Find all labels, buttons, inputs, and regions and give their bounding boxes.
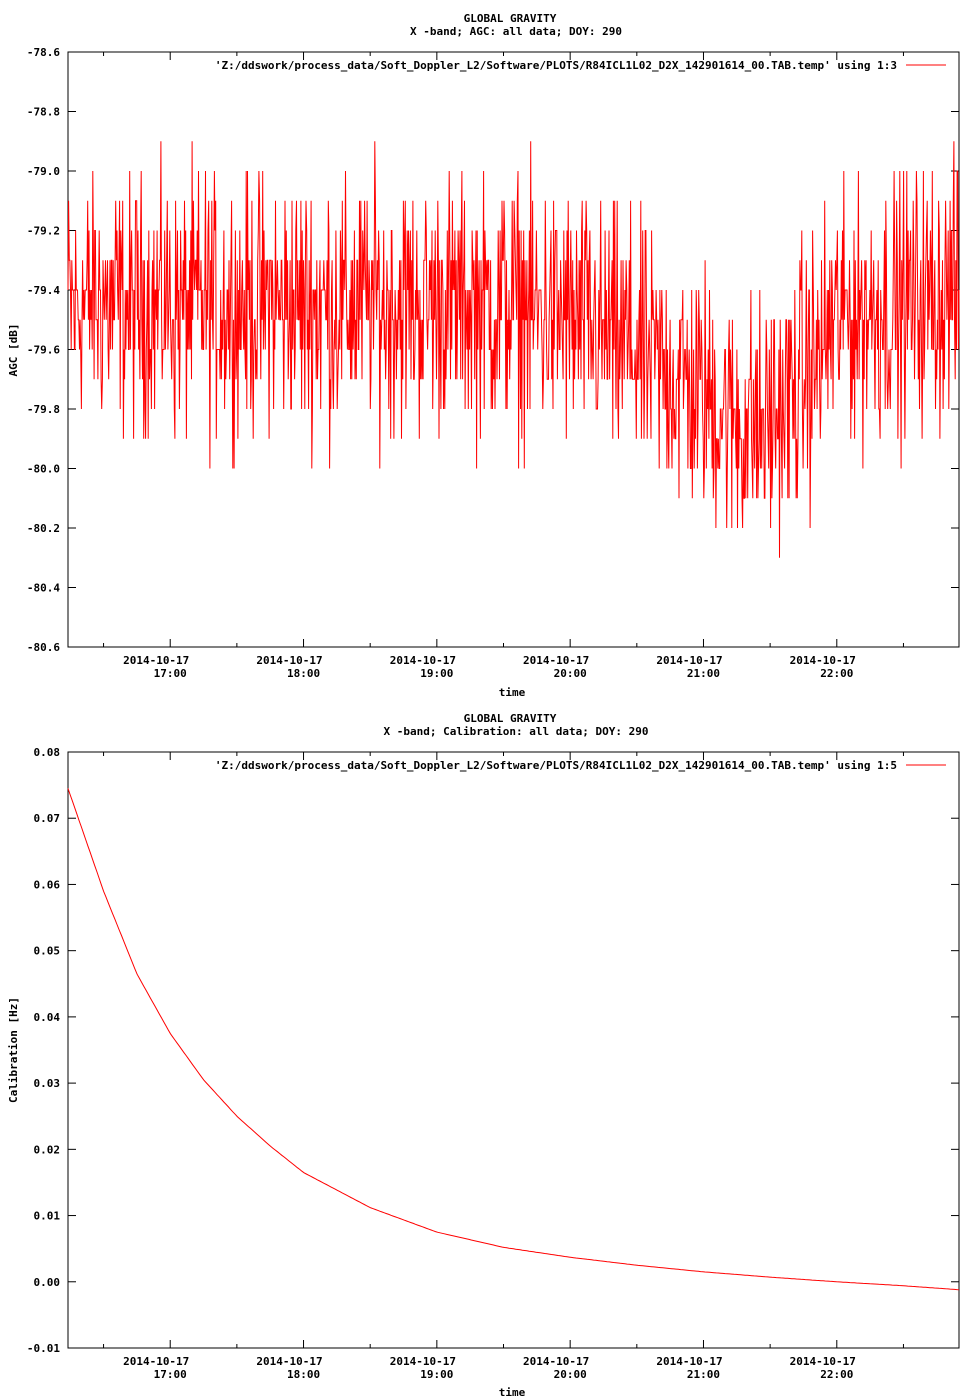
agc-x-tick-time: 20:00 <box>554 667 587 680</box>
calibration-x-tick-date: 2014-10-17 <box>390 1355 456 1368</box>
agc-legend-label: 'Z:/ddswork/process_data/Soft_Doppler_L2… <box>215 59 897 72</box>
calibration-series-line <box>67 788 960 1291</box>
calibration-x-tick-date: 2014-10-17 <box>656 1355 722 1368</box>
agc-x-tick-time: 22:00 <box>820 667 853 680</box>
agc-y-tick-label: -80.2 <box>27 522 60 535</box>
agc-y-tick-label: -78.6 <box>27 46 60 59</box>
agc-x-tick-time: 18:00 <box>287 667 320 680</box>
calibration-x-tick-time: 21:00 <box>687 1368 720 1381</box>
agc-y-tick-label: -79.8 <box>27 403 60 416</box>
calibration-chart-subtitle: X -band; Calibration: all data; DOY: 290 <box>384 725 649 738</box>
calibration-y-tick-label: 0.02 <box>34 1143 61 1156</box>
calibration-ticks: 0.08 0.07 0.06 0.05 0.04 0.03 0.02 0.01 0.00 -0.0… <box>27 746 959 1381</box>
calibration-y-tick-label: 0.04 <box>34 1011 61 1024</box>
calibration-y-tick-label: 0.06 <box>34 878 61 891</box>
calibration-x-axis-label: time <box>499 1386 526 1399</box>
agc-x-tick-date: 2014-10-17 <box>123 654 189 667</box>
calibration-x-tick-date: 2014-10-17 <box>523 1355 589 1368</box>
agc-y-tick-label: -78.8 <box>27 106 60 119</box>
calibration-x-tick-time: 18:00 <box>287 1368 320 1381</box>
calibration-y-tick-label: 0.05 <box>34 945 61 958</box>
agc-x-tick-date: 2014-10-17 <box>656 654 722 667</box>
calibration-x-tick-time: 20:00 <box>554 1368 587 1381</box>
calibration-y-tick-label: 0.01 <box>34 1210 61 1223</box>
calibration-x-tick-date: 2014-10-17 <box>790 1355 856 1368</box>
agc-y-tick-label: -80.4 <box>27 582 60 595</box>
calibration-y-tick-label: 0.03 <box>34 1077 61 1090</box>
agc-y-tick-label: -79.0 <box>27 165 60 178</box>
calibration-y-tick-label: 0.00 <box>34 1276 61 1289</box>
calibration-chart-title: GLOBAL GRAVITY <box>464 712 557 725</box>
agc-y-tick-label: -80.6 <box>27 641 60 654</box>
agc-y-tick-label: -79.6 <box>27 344 60 357</box>
calibration-x-tick-time: 17:00 <box>154 1368 187 1381</box>
agc-ticks: -78.6 -78.8 -79.0 -79.2 -79.4 -79.6 -79.8 -80.0… <box>27 46 959 680</box>
agc-y-tick-label: -79.2 <box>27 225 60 238</box>
agc-x-axis-label: time <box>499 686 526 699</box>
agc-y-axis-label: AGC [dB] <box>7 324 20 377</box>
agc-legend: 'Z:/ddswork/process_data/Soft_Doppler_L2… <box>215 59 946 72</box>
calibration-x-tick-date: 2014-10-17 <box>256 1355 322 1368</box>
calibration-y-tick-label: -0.01 <box>27 1342 60 1355</box>
agc-x-tick-date: 2014-10-17 <box>390 654 456 667</box>
calibration-x-tick-time: 19:00 <box>420 1368 453 1381</box>
agc-x-tick-time: 21:00 <box>687 667 720 680</box>
calibration-y-tick-label: 0.07 <box>34 812 61 825</box>
agc-series-line <box>67 141 960 558</box>
calibration-series <box>67 788 960 1291</box>
calibration-chart: GLOBAL GRAVITY X -band; Calibration: all… <box>7 712 960 1399</box>
agc-chart-title: GLOBAL GRAVITY <box>464 12 557 25</box>
agc-x-tick-date: 2014-10-17 <box>256 654 322 667</box>
agc-x-tick-time: 17:00 <box>154 667 187 680</box>
agc-y-tick-label: -80.0 <box>27 463 60 476</box>
calibration-x-tick-date: 2014-10-17 <box>123 1355 189 1368</box>
agc-chart: GLOBAL GRAVITY X -band; AGC: all data; D… <box>7 12 960 699</box>
agc-y-tick-label: -79.4 <box>27 284 60 297</box>
calibration-y-axis-label: Calibration [Hz] <box>7 997 20 1103</box>
calibration-legend-label: 'Z:/ddswork/process_data/Soft_Doppler_L2… <box>215 759 897 772</box>
calibration-legend: 'Z:/ddswork/process_data/Soft_Doppler_L2… <box>215 759 946 772</box>
agc-x-tick-time: 19:00 <box>420 667 453 680</box>
agc-x-tick-date: 2014-10-17 <box>790 654 856 667</box>
calibration-plot-frame <box>67 751 960 1349</box>
calibration-x-tick-time: 22:00 <box>820 1368 853 1381</box>
agc-series <box>67 141 960 558</box>
calibration-y-tick-label: 0.08 <box>34 746 61 759</box>
agc-x-tick-date: 2014-10-17 <box>523 654 589 667</box>
agc-chart-subtitle: X -band; AGC: all data; DOY: 290 <box>410 25 622 38</box>
